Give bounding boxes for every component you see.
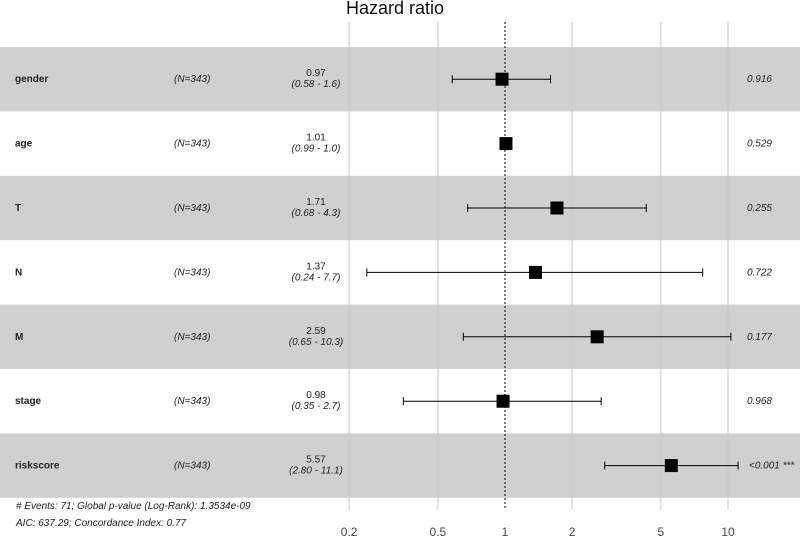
hr-estimate-text: 0.98: [306, 390, 326, 401]
hr-marker: [664, 459, 678, 473]
hr-marker: [496, 394, 510, 408]
forest-row: age (N=343) 1.01(0.99 - 1.0) 0.529: [15, 133, 772, 155]
p-value: 0.177: [747, 332, 772, 343]
row-n: (N=343): [174, 267, 210, 278]
p-value: 0.529: [747, 139, 772, 150]
x-tick-label: 1: [502, 525, 509, 538]
row-stripe: [0, 175, 800, 241]
row-n: (N=343): [174, 332, 210, 343]
hr-estimate-text: 1.01: [306, 133, 326, 144]
row-label: N: [15, 267, 22, 278]
hr-ci-text: (0.68 - 4.3): [292, 208, 341, 219]
hr-ci-text: (0.24 - 7.7): [292, 272, 341, 283]
footer-aic: AIC: 637.29; Concordance Index: 0.77: [16, 518, 187, 529]
forest-row: N (N=343) 1.37(0.24 - 7.7) 0.722: [15, 261, 772, 283]
x-tick-label: 0.2: [341, 525, 358, 538]
row-n: (N=343): [174, 139, 210, 150]
hr-ci-text: (0.99 - 1.0): [292, 144, 341, 155]
hr-ci-text: (0.58 - 1.6): [292, 79, 341, 90]
hr-marker: [495, 72, 509, 86]
x-tick-label: 5: [658, 525, 665, 538]
x-tick-label: 10: [721, 525, 735, 538]
row-stripe: [0, 47, 800, 112]
row-label: M: [15, 332, 23, 343]
hr-ci-text: (0.65 - 10.3): [289, 337, 343, 348]
row-label: T: [15, 203, 21, 214]
hr-marker: [499, 137, 513, 151]
hr-ci-text: (2.80 - 11.1): [289, 466, 343, 477]
row-label: riskscore: [15, 461, 60, 472]
forest-row: stage (N=343) 0.98(0.35 - 2.7) 0.968: [15, 390, 772, 412]
chart-title: Hazard ratio: [346, 0, 444, 18]
x-axis-ticks: 0.2 0.5 1 2 5 10: [341, 525, 735, 538]
hr-estimate-text: 5.57: [306, 455, 326, 466]
row-n: (N=343): [174, 203, 210, 214]
x-tick-label: 0.5: [430, 525, 447, 538]
hr-estimate-text: 2.59: [306, 326, 326, 337]
row-label: gender: [15, 74, 48, 85]
row-n: (N=343): [174, 74, 210, 85]
forest-row: T (N=343) 1.71(0.68 - 4.3) 0.255: [15, 197, 772, 219]
footer-events: # Events: 71; Global p-value (Log-Rank):…: [16, 501, 251, 512]
hr-marker: [590, 330, 604, 344]
p-value: <0.001 ***: [749, 461, 795, 472]
hr-ci-text: (0.35 - 2.7): [292, 401, 341, 412]
row-n: (N=343): [174, 396, 210, 407]
hr-marker: [528, 265, 542, 279]
p-value: 0.722: [747, 267, 772, 278]
row-n: (N=343): [174, 461, 210, 472]
row-label: stage: [15, 396, 42, 407]
gridlines: [348, 22, 729, 510]
forest-rows: gender (N=343) 0.97(0.58 - 1.6) 0.916 age (N=…: [15, 68, 795, 476]
forest-row: gender (N=343) 0.97(0.58 - 1.6) 0.916: [15, 68, 772, 90]
p-value: 0.968: [747, 396, 772, 407]
hr-estimate-text: 0.97: [306, 68, 326, 79]
x-tick-label: 2: [569, 525, 576, 538]
hr-estimate-text: 1.71: [306, 197, 326, 208]
p-value: 0.916: [747, 74, 772, 85]
hr-estimate-text: 1.37: [306, 261, 326, 272]
hr-marker: [550, 201, 564, 215]
forest-row: M (N=343) 2.59(0.65 - 10.3) 0.177: [15, 326, 772, 348]
row-label: age: [15, 139, 33, 150]
forest-row: riskscore (N=343) 5.57(2.80 - 11.1) <0.001 …: [15, 455, 795, 477]
p-value: 0.255: [747, 203, 772, 214]
